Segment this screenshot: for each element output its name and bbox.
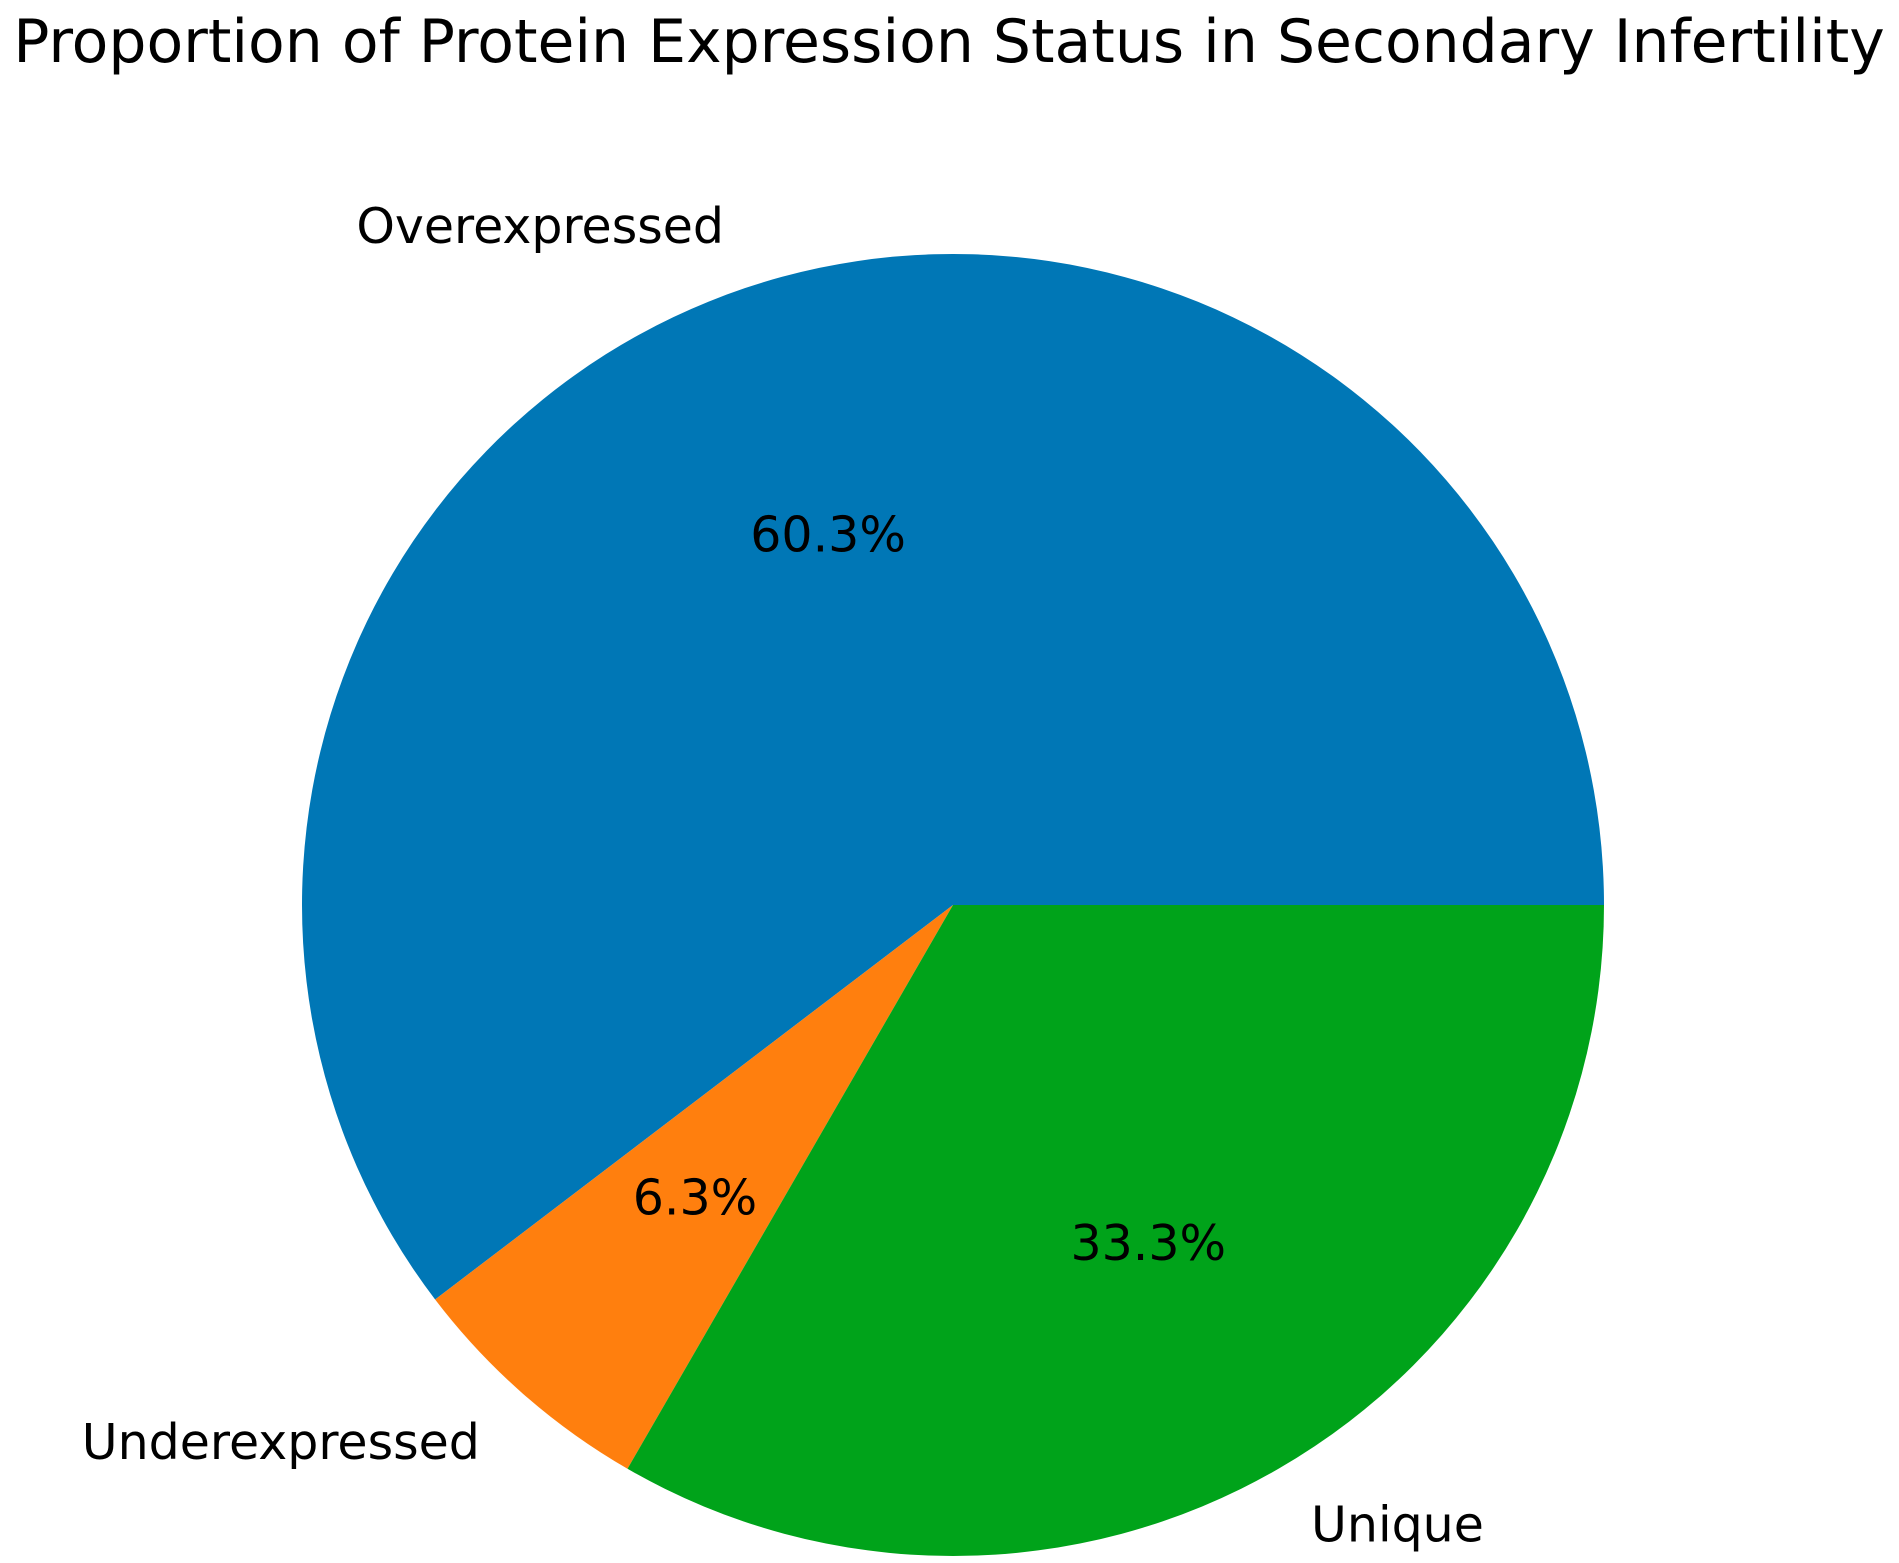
pct-label-overexpressed: 60.3% bbox=[750, 506, 906, 563]
slice-label-unique: Unique bbox=[1311, 1497, 1484, 1554]
pct-label-unique: 33.3% bbox=[1070, 1215, 1226, 1272]
pie-slice-overexpressed bbox=[302, 254, 1604, 1300]
slice-label-underexpressed: Underexpressed bbox=[82, 1414, 480, 1471]
pie-labels: 60.3% Overexpressed 6.3% Underexpressed 33.3… bbox=[82, 198, 1484, 1554]
pie-slices bbox=[302, 254, 1604, 1556]
slice-label-overexpressed: Overexpressed bbox=[356, 198, 724, 255]
chart-title: Proportion of Protein Expression Status … bbox=[13, 7, 1885, 77]
pie-slice-unique bbox=[627, 905, 1604, 1556]
pct-label-underexpressed: 6.3% bbox=[633, 1170, 758, 1227]
pie-slice-underexpressed bbox=[435, 905, 953, 1469]
